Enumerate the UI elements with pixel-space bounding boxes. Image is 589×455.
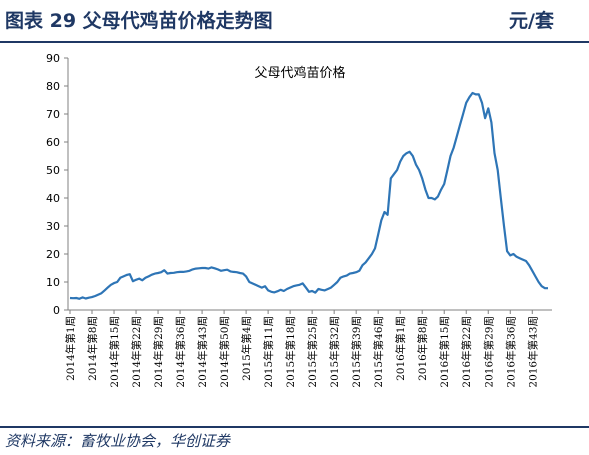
series-line <box>69 91 548 300</box>
x-tick-label: 2015年第11周 <box>262 316 275 388</box>
y-axis-ticks: 0 10 20 30 40 50 60 70 80 90 <box>46 52 68 317</box>
x-tick-label: 2014年第1周 <box>64 316 77 381</box>
y-tick-label: 90 <box>46 52 60 65</box>
x-tick-label: 2016年第15周 <box>438 316 451 388</box>
x-tick-label: 2015年第18周 <box>284 316 297 388</box>
x-tick-label: 2015年第32周 <box>328 316 341 388</box>
figure-title: 图表 29 父母代鸡苗价格走势图 <box>5 10 273 32</box>
y-tick-label: 10 <box>46 276 60 289</box>
x-tick-label: 2015年第4周 <box>240 316 253 381</box>
x-tick-label: 2014年第36周 <box>174 316 187 388</box>
y-tick-label: 30 <box>46 220 60 233</box>
x-tick-label: 2014年第50周 <box>218 316 231 388</box>
x-tick-label: 2016年第43周 <box>526 316 539 388</box>
x-tick-label: 2015年第46周 <box>372 316 385 388</box>
x-tick-label: 2015年第39周 <box>350 316 363 388</box>
series-label: 父母代鸡苗价格 <box>254 65 345 81</box>
chart-axes <box>67 58 552 311</box>
x-tick-label: 2016年第36周 <box>504 316 517 388</box>
y-tick-label: 40 <box>46 192 60 205</box>
y-tick-label: 20 <box>46 248 60 261</box>
x-tick-label: 2014年第8周 <box>86 316 99 381</box>
plot-area <box>69 91 548 300</box>
x-tick-label: 2016年第1周 <box>394 316 407 381</box>
x-axis-ticks: 2014年第1周 2014年第8周 2014年第15周 2014年第22周 2014年第… <box>64 310 539 388</box>
figure-unit: 元/套 <box>509 10 554 32</box>
x-tick-label: 2014年第29周 <box>152 316 165 388</box>
y-tick-label: 0 <box>53 304 60 317</box>
x-tick-label: 2014年第15周 <box>108 316 121 388</box>
y-tick-label: 60 <box>46 136 60 149</box>
x-tick-label: 2014年第22周 <box>130 316 143 388</box>
x-tick-label: 2015年第25周 <box>306 316 319 388</box>
y-tick-label: 50 <box>46 164 60 177</box>
figure-header: 图表 29 父母代鸡苗价格走势图 元/套 <box>0 0 589 44</box>
x-tick-label: 2016年第29周 <box>482 316 495 388</box>
y-tick-label: 70 <box>46 108 60 121</box>
source-note: 资料来源：畜牧业协会，华创证券 <box>5 432 231 450</box>
footer-rule <box>0 426 589 428</box>
y-tick-label: 80 <box>46 80 60 93</box>
x-tick-label: 2016年第8周 <box>416 316 429 381</box>
header-rule <box>0 41 589 43</box>
x-tick-label: 2014年第43周 <box>196 316 209 388</box>
x-tick-label: 2016年第22周 <box>460 316 473 388</box>
